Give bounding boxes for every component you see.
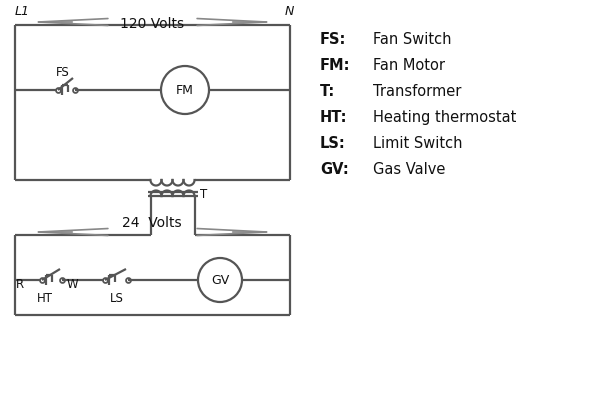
Text: FS:: FS: bbox=[320, 32, 346, 47]
Text: W: W bbox=[67, 278, 78, 291]
Text: T:: T: bbox=[320, 84, 335, 99]
Text: Heating thermostat: Heating thermostat bbox=[373, 110, 516, 125]
Text: FS: FS bbox=[56, 66, 70, 79]
Text: Limit Switch: Limit Switch bbox=[373, 136, 463, 151]
Text: N: N bbox=[285, 5, 294, 18]
Text: GV:: GV: bbox=[320, 162, 349, 177]
Text: Fan Switch: Fan Switch bbox=[373, 32, 451, 47]
Text: Fan Motor: Fan Motor bbox=[373, 58, 445, 73]
Text: Gas Valve: Gas Valve bbox=[373, 162, 445, 177]
Text: HT: HT bbox=[37, 292, 53, 305]
Text: HT:: HT: bbox=[320, 110, 348, 125]
Text: T: T bbox=[199, 188, 206, 200]
Text: R: R bbox=[16, 278, 24, 291]
Text: LS: LS bbox=[110, 292, 124, 305]
Text: LS:: LS: bbox=[320, 136, 346, 151]
Text: 24  Volts: 24 Volts bbox=[122, 216, 182, 230]
Text: GV: GV bbox=[211, 274, 229, 286]
Text: 120 Volts: 120 Volts bbox=[120, 17, 184, 31]
Text: L1: L1 bbox=[15, 5, 30, 18]
Text: Transformer: Transformer bbox=[373, 84, 461, 99]
Text: FM: FM bbox=[176, 84, 194, 96]
Text: FM:: FM: bbox=[320, 58, 350, 73]
